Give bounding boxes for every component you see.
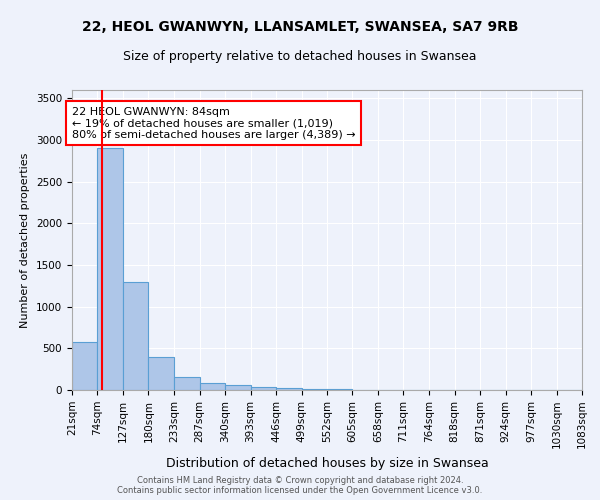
Text: Contains HM Land Registry data © Crown copyright and database right 2024.
Contai: Contains HM Land Registry data © Crown c… bbox=[118, 476, 482, 495]
Bar bbox=[225, 385, 251, 390]
Bar bbox=[200, 382, 225, 390]
Bar bbox=[276, 388, 302, 390]
Text: 22, HEOL GWANWYN, LLANSAMLET, SWANSEA, SA7 9RB: 22, HEOL GWANWYN, LLANSAMLET, SWANSEA, S… bbox=[82, 20, 518, 34]
Y-axis label: Number of detached properties: Number of detached properties bbox=[20, 152, 31, 328]
Bar bbox=[251, 386, 276, 390]
X-axis label: Distribution of detached houses by size in Swansea: Distribution of detached houses by size … bbox=[166, 456, 488, 469]
Bar bbox=[174, 376, 200, 390]
Bar bbox=[302, 389, 327, 390]
Bar bbox=[72, 342, 97, 390]
Text: 22 HEOL GWANWYN: 84sqm
← 19% of detached houses are smaller (1,019)
80% of semi-: 22 HEOL GWANWYN: 84sqm ← 19% of detached… bbox=[72, 106, 356, 140]
Bar bbox=[148, 356, 174, 390]
Text: Size of property relative to detached houses in Swansea: Size of property relative to detached ho… bbox=[123, 50, 477, 63]
Bar bbox=[123, 282, 148, 390]
Bar bbox=[97, 148, 123, 390]
